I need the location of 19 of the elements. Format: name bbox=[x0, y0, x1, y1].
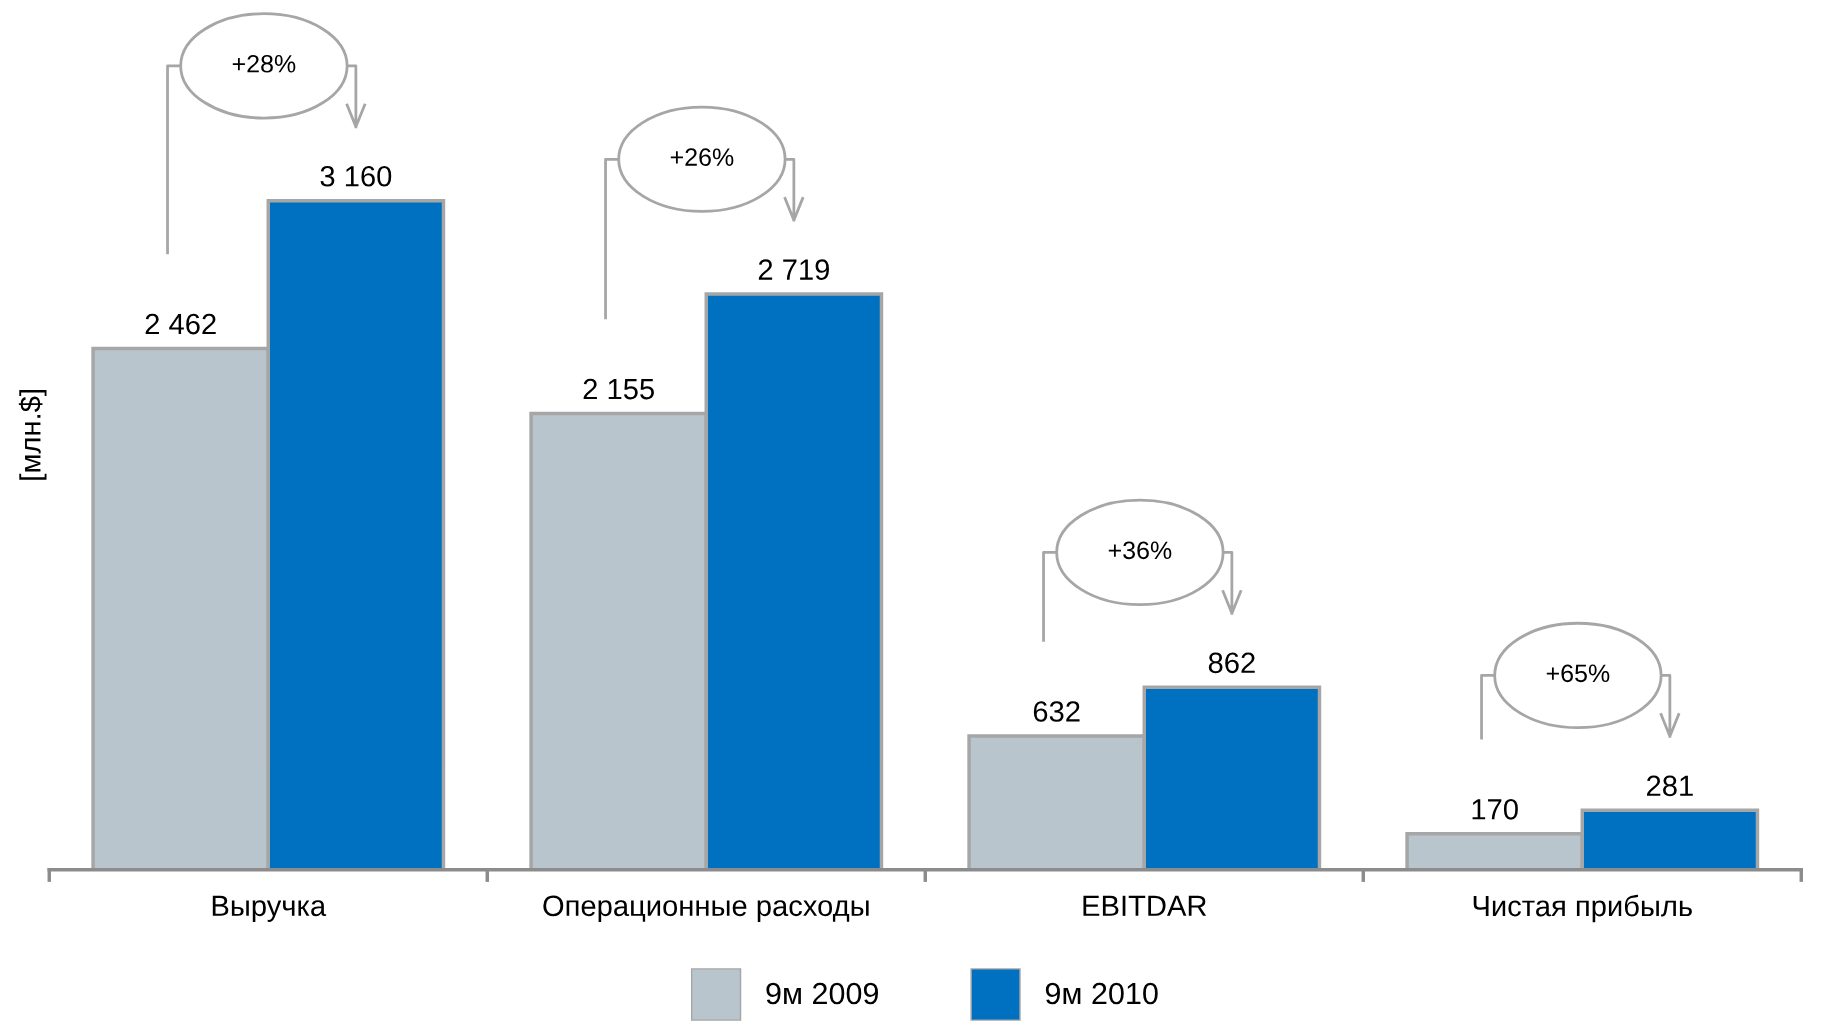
legend-label: 9м 2010 bbox=[1045, 982, 1158, 1005]
x-tick-label: Чистая прибыль bbox=[1473, 894, 1692, 923]
data-label: 281 bbox=[1647, 775, 1693, 797]
x-tick-label: EBITDAR bbox=[1083, 895, 1207, 916]
annotation: +36% bbox=[1108, 541, 1172, 560]
data-label: 3 160 bbox=[320, 165, 392, 187]
data-label: 2 155 bbox=[583, 378, 654, 400]
y-axis-title: [млн.$] bbox=[18, 390, 47, 480]
data-label: 170 bbox=[1472, 798, 1518, 820]
legend-label: 9м 2009 bbox=[766, 982, 878, 1005]
x-tick-label: Выручка bbox=[212, 895, 327, 922]
text: +26% bbox=[670, 148, 734, 166]
data-label: 2 719 bbox=[758, 259, 829, 280]
text: +28% bbox=[232, 54, 296, 73]
x-tick-label: Операционные расходы bbox=[543, 895, 869, 922]
annotation: +65% bbox=[1546, 664, 1610, 683]
data-label: 2 462 bbox=[145, 313, 216, 335]
data-label: 862 bbox=[1208, 652, 1255, 674]
data-label: 632 bbox=[1033, 701, 1080, 722]
